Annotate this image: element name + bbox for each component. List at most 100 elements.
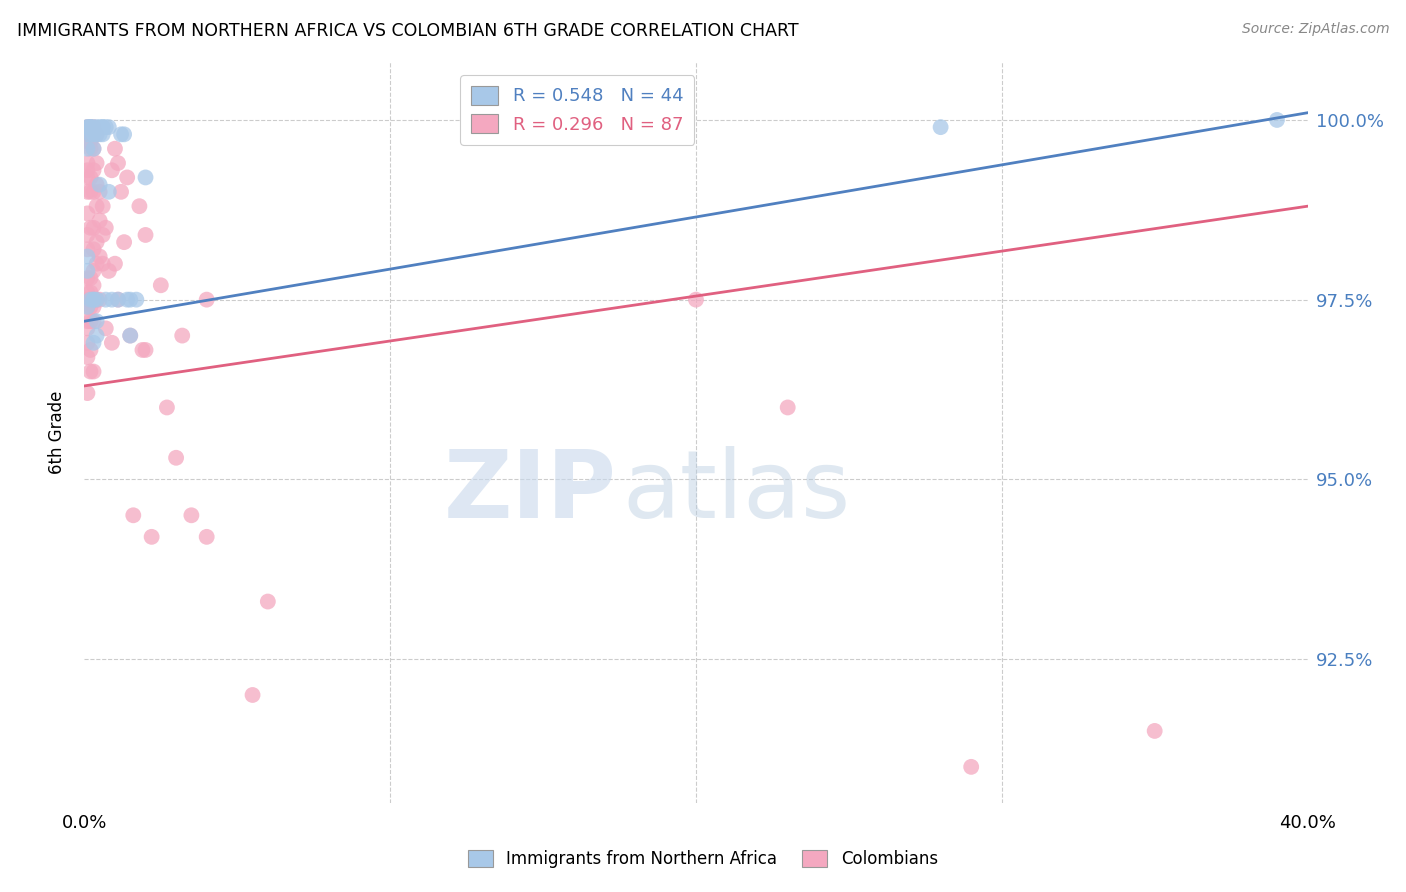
Point: [76, 206, 98, 220]
Point: [76, 300, 98, 314]
Point: [91, 120, 114, 135]
Point: [83, 278, 105, 293]
Point: [91, 227, 114, 242]
Point: [135, 343, 157, 357]
Point: [79, 343, 101, 357]
Point: [101, 163, 124, 178]
Point: [107, 293, 129, 307]
Point: [89, 293, 111, 307]
Point: [86, 314, 108, 328]
Point: [83, 293, 105, 307]
Point: [929, 120, 952, 135]
Point: [86, 120, 108, 135]
Point: [91, 120, 114, 135]
Point: [110, 128, 132, 142]
Point: [89, 128, 111, 142]
Point: [86, 128, 108, 142]
Point: [156, 401, 179, 415]
Point: [76, 142, 98, 156]
Point: [83, 314, 105, 328]
Point: [79, 300, 101, 314]
Point: [91, 199, 114, 213]
Point: [76, 163, 98, 178]
Point: [94, 220, 117, 235]
Point: [172, 328, 194, 343]
Point: [104, 257, 127, 271]
Point: [86, 199, 108, 213]
Point: [97, 264, 120, 278]
Point: [89, 213, 111, 227]
Point: [83, 120, 105, 135]
Point: [242, 688, 264, 702]
Point: [110, 185, 132, 199]
Point: [128, 199, 150, 213]
Point: [97, 185, 120, 199]
Point: [86, 156, 108, 170]
Point: [83, 293, 105, 307]
Point: [76, 250, 98, 264]
Point: [86, 235, 108, 249]
Point: [76, 135, 98, 149]
Point: [104, 142, 127, 156]
Point: [97, 120, 120, 135]
Text: atlas: atlas: [623, 446, 851, 538]
Point: [107, 156, 129, 170]
Text: Source: ZipAtlas.com: Source: ZipAtlas.com: [1241, 22, 1389, 37]
Point: [115, 170, 138, 185]
Point: [83, 120, 105, 135]
Point: [76, 120, 98, 135]
Point: [79, 120, 101, 135]
Point: [76, 293, 98, 307]
Point: [83, 142, 105, 156]
Point: [89, 250, 111, 264]
Point: [960, 760, 983, 774]
Point: [101, 335, 124, 350]
Point: [180, 508, 202, 523]
Point: [83, 335, 105, 350]
Point: [79, 285, 101, 300]
Point: [86, 128, 108, 142]
Point: [79, 271, 101, 285]
Point: [76, 335, 98, 350]
Point: [76, 227, 98, 242]
Point: [120, 328, 142, 343]
Point: [79, 170, 101, 185]
Point: [685, 293, 707, 307]
Point: [76, 120, 98, 135]
Point: [79, 128, 101, 142]
Point: [86, 293, 108, 307]
Point: [112, 128, 135, 142]
Point: [83, 128, 105, 142]
Point: [83, 365, 105, 379]
Point: [89, 185, 111, 199]
Point: [120, 293, 142, 307]
Point: [76, 243, 98, 257]
Point: [76, 264, 98, 278]
Point: [776, 401, 799, 415]
Point: [83, 264, 105, 278]
Point: [120, 328, 142, 343]
Point: [1143, 723, 1166, 738]
Point: [83, 163, 105, 178]
Point: [115, 293, 138, 307]
Point: [76, 386, 98, 401]
Text: IMMIGRANTS FROM NORTHERN AFRICA VS COLOMBIAN 6TH GRADE CORRELATION CHART: IMMIGRANTS FROM NORTHERN AFRICA VS COLOM…: [17, 22, 799, 40]
Point: [89, 178, 111, 192]
Point: [135, 170, 157, 185]
Point: [76, 170, 98, 185]
Point: [83, 220, 105, 235]
Point: [86, 257, 108, 271]
Point: [79, 128, 101, 142]
Point: [79, 120, 101, 135]
Point: [76, 185, 98, 199]
Point: [165, 450, 187, 465]
Point: [125, 293, 148, 307]
Point: [79, 220, 101, 235]
Point: [149, 278, 172, 293]
Point: [1265, 112, 1288, 127]
Point: [79, 293, 101, 307]
Point: [76, 128, 98, 142]
Point: [79, 142, 101, 156]
Point: [83, 142, 105, 156]
Point: [101, 293, 124, 307]
